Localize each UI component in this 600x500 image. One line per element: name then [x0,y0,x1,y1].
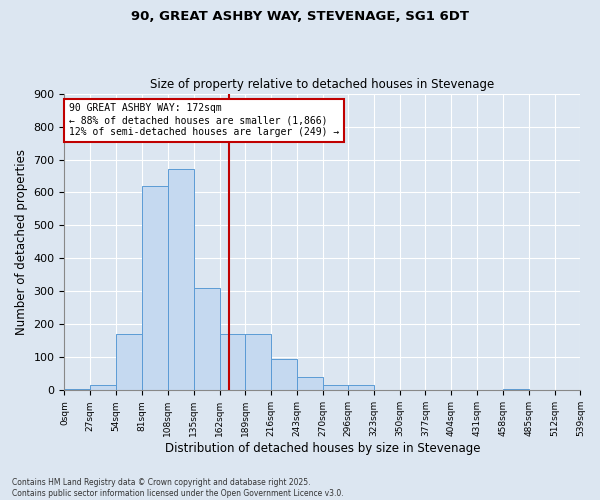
Text: 90 GREAT ASHBY WAY: 172sqm
← 88% of detached houses are smaller (1,866)
12% of s: 90 GREAT ASHBY WAY: 172sqm ← 88% of deta… [69,104,340,136]
Title: Size of property relative to detached houses in Stevenage: Size of property relative to detached ho… [151,78,494,91]
Bar [64,388,90,390]
Bar [142,186,168,390]
Bar [194,288,220,390]
Bar [503,388,529,390]
Bar [220,334,245,390]
Text: Contains HM Land Registry data © Crown copyright and database right 2025.
Contai: Contains HM Land Registry data © Crown c… [12,478,344,498]
Bar [245,334,271,390]
Bar [323,386,348,390]
X-axis label: Distribution of detached houses by size in Stevenage: Distribution of detached houses by size … [165,442,480,455]
Bar [348,386,374,390]
Bar [116,334,142,390]
Bar [90,386,116,390]
Bar [168,170,194,390]
Text: 90, GREAT ASHBY WAY, STEVENAGE, SG1 6DT: 90, GREAT ASHBY WAY, STEVENAGE, SG1 6DT [131,10,469,23]
Bar [297,377,323,390]
Y-axis label: Number of detached properties: Number of detached properties [15,149,28,335]
Bar [271,359,297,390]
